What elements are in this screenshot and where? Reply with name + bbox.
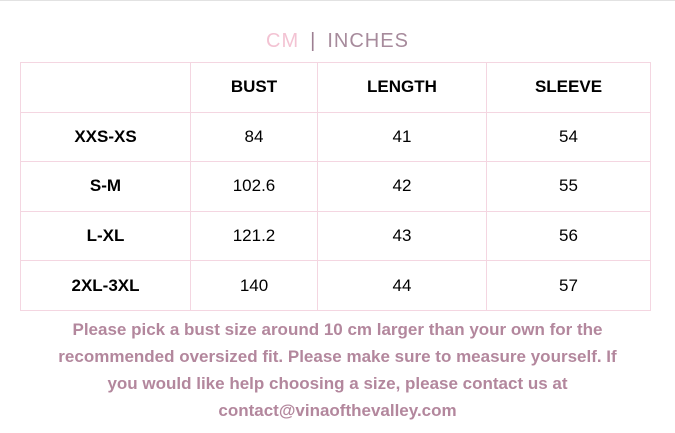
sleeve-value: 56 [486, 210, 651, 262]
sleeve-value: 55 [486, 161, 651, 212]
note-line: recommended oversized fit. Please make s… [58, 347, 617, 366]
unit-toggle: CM | INCHES [0, 30, 675, 53]
table-row: L-XL 121.2 43 56 [20, 210, 651, 262]
sleeve-value: 57 [486, 260, 651, 311]
size-label: XXS-XS [20, 111, 191, 163]
table-row: S-M 102.6 42 55 [20, 161, 651, 212]
bust-value: 121.2 [190, 210, 318, 262]
size-label: 2XL-3XL [20, 260, 191, 311]
bust-value: 102.6 [190, 161, 318, 212]
unit-tab-separator: | [310, 30, 317, 52]
table-row: 2XL-3XL 140 44 57 [20, 260, 651, 311]
note-line: you would like help choosing a size, ple… [107, 374, 568, 393]
column-header-length: LENGTH [317, 62, 487, 113]
note-line: Please pick a bust size around 10 cm lar… [72, 320, 603, 339]
contact-email: contact@vinaofthevalley.com [218, 401, 457, 420]
bust-value: 84 [190, 111, 318, 163]
sizing-note: Please pick a bust size around 10 cm lar… [0, 316, 675, 424]
unit-tab-cm[interactable]: CM [266, 30, 300, 52]
header-row: BUST LENGTH SLEEVE [20, 62, 651, 113]
column-header-sleeve: SLEEVE [486, 62, 651, 113]
size-label: S-M [20, 161, 191, 212]
sleeve-value: 54 [486, 111, 651, 163]
length-value: 41 [317, 111, 487, 163]
length-value: 44 [317, 260, 487, 311]
table-row: XXS-XS 84 41 54 [20, 111, 651, 163]
length-value: 42 [317, 161, 487, 212]
length-value: 43 [317, 210, 487, 262]
unit-tab-inches[interactable]: INCHES [327, 30, 409, 52]
bust-value: 140 [190, 260, 318, 311]
size-label: L-XL [20, 210, 191, 262]
top-divider [0, 0, 675, 1]
column-header-size [20, 62, 191, 113]
size-chart-table: BUST LENGTH SLEEVE XXS-XS 84 41 54 S-M 1… [20, 62, 651, 311]
column-header-bust: BUST [190, 62, 318, 113]
